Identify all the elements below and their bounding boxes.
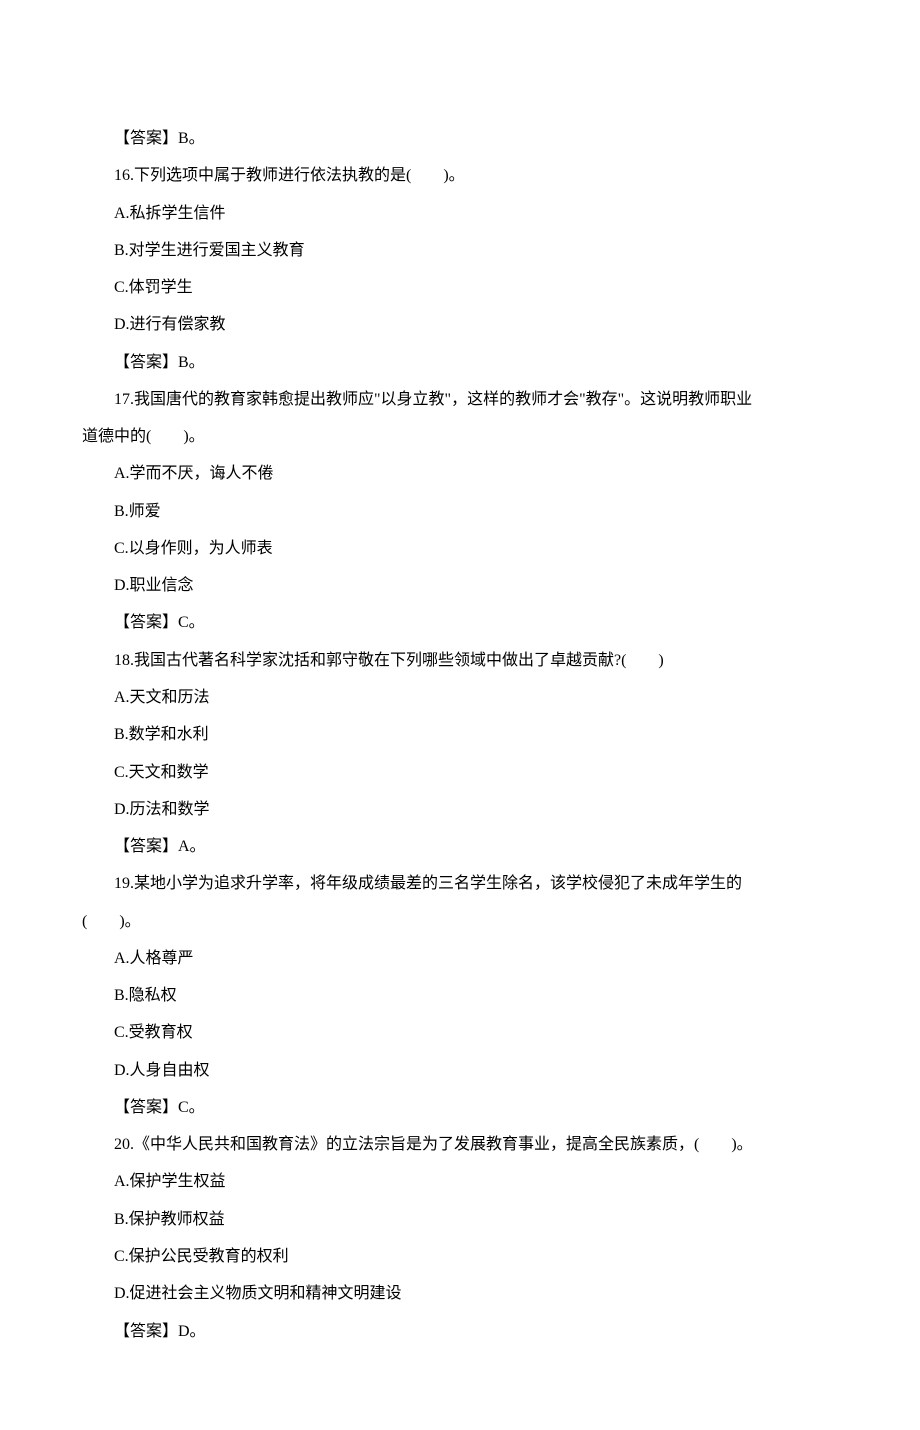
text-line: 【答案】A。: [82, 828, 838, 865]
text-line: ( )。: [82, 903, 838, 940]
text-line: 道德中的( )。: [82, 418, 838, 455]
text-line: A.人格尊严: [82, 940, 838, 977]
text-line: B.隐私权: [82, 977, 838, 1014]
text-line: D.职业信念: [82, 567, 838, 604]
text-line: B.数学和水利: [82, 716, 838, 753]
text-line: A.私拆学生信件: [82, 195, 838, 232]
text-line: 【答案】D。: [82, 1313, 838, 1350]
text-line: A.保护学生权益: [82, 1163, 838, 1200]
text-line: B.师爱: [82, 493, 838, 530]
text-line: C.受教育权: [82, 1014, 838, 1051]
text-line: B.保护教师权益: [82, 1201, 838, 1238]
text-line: 18.我国古代著名科学家沈括和郭守敬在下列哪些领域中做出了卓越贡献?( ): [82, 642, 838, 679]
text-line: 【答案】C。: [82, 1089, 838, 1126]
text-line: C.体罚学生: [82, 269, 838, 306]
text-line: 【答案】C。: [82, 604, 838, 641]
text-line: C.保护公民受教育的权利: [82, 1238, 838, 1275]
text-line: D.促进社会主义物质文明和精神文明建设: [82, 1275, 838, 1312]
text-line: A.学而不厌，诲人不倦: [82, 455, 838, 492]
text-line: 19.某地小学为追求升学率，将年级成绩最差的三名学生除名，该学校侵犯了未成年学生…: [82, 865, 838, 902]
text-line: 20.《中华人民共和国教育法》的立法宗旨是为了发展教育事业，提高全民族素质，( …: [82, 1126, 838, 1163]
text-line: 【答案】B。: [82, 344, 838, 381]
text-line: D.人身自由权: [82, 1052, 838, 1089]
text-line: C.以身作则，为人师表: [82, 530, 838, 567]
text-line: B.对学生进行爱国主义教育: [82, 232, 838, 269]
text-line: D.历法和数学: [82, 791, 838, 828]
text-line: 16.下列选项中属于教师进行依法执教的是( )。: [82, 157, 838, 194]
document-page: 【答案】B。16.下列选项中属于教师进行依法执教的是( )。A.私拆学生信件B.…: [0, 0, 920, 1430]
text-line: C.天文和数学: [82, 754, 838, 791]
text-line: D.进行有偿家教: [82, 306, 838, 343]
text-line: 【答案】B。: [82, 120, 838, 157]
text-line: 17.我国唐代的教育家韩愈提出教师应"以身立教"，这样的教师才会"教存"。这说明…: [82, 381, 838, 418]
text-line: A.天文和历法: [82, 679, 838, 716]
